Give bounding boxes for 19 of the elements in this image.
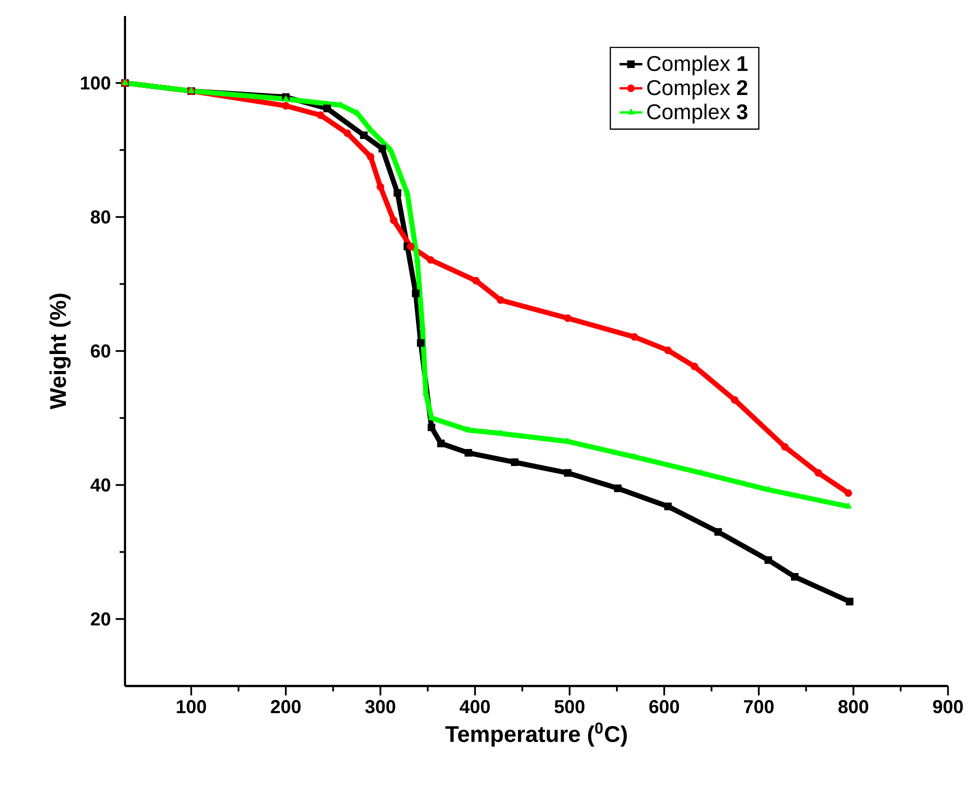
y-tick-label: 60	[90, 344, 110, 358]
legend-label: Complex 2	[647, 80, 748, 100]
x-tick-label: 700	[744, 700, 774, 714]
y-axis-title: Weight (%)	[49, 294, 71, 410]
x-tick-label: 600	[649, 700, 680, 714]
x-tick-label: 500	[554, 700, 584, 714]
y-tick-label: 80	[90, 210, 110, 224]
x-tick-label: 900	[933, 700, 963, 714]
y-tick-label: 20	[90, 612, 110, 626]
x-tick-label: 200	[270, 700, 301, 714]
legend-label: Complex 1	[647, 55, 748, 76]
x-tick-label: 300	[365, 700, 396, 714]
x-tick-label: 800	[838, 700, 868, 714]
x-axis-title: Temperature ($^{0}$C)	[445, 722, 627, 747]
x-tick-label: 100	[176, 700, 206, 714]
x-tick-label: 400	[460, 700, 490, 714]
y-tick-label: 40	[90, 478, 110, 492]
legend-label: Complex 3	[647, 104, 748, 124]
y-tick-label: 100	[80, 76, 110, 90]
